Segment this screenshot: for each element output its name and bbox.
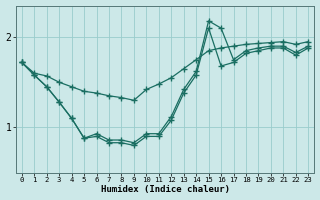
X-axis label: Humidex (Indice chaleur): Humidex (Indice chaleur) — [100, 185, 229, 194]
